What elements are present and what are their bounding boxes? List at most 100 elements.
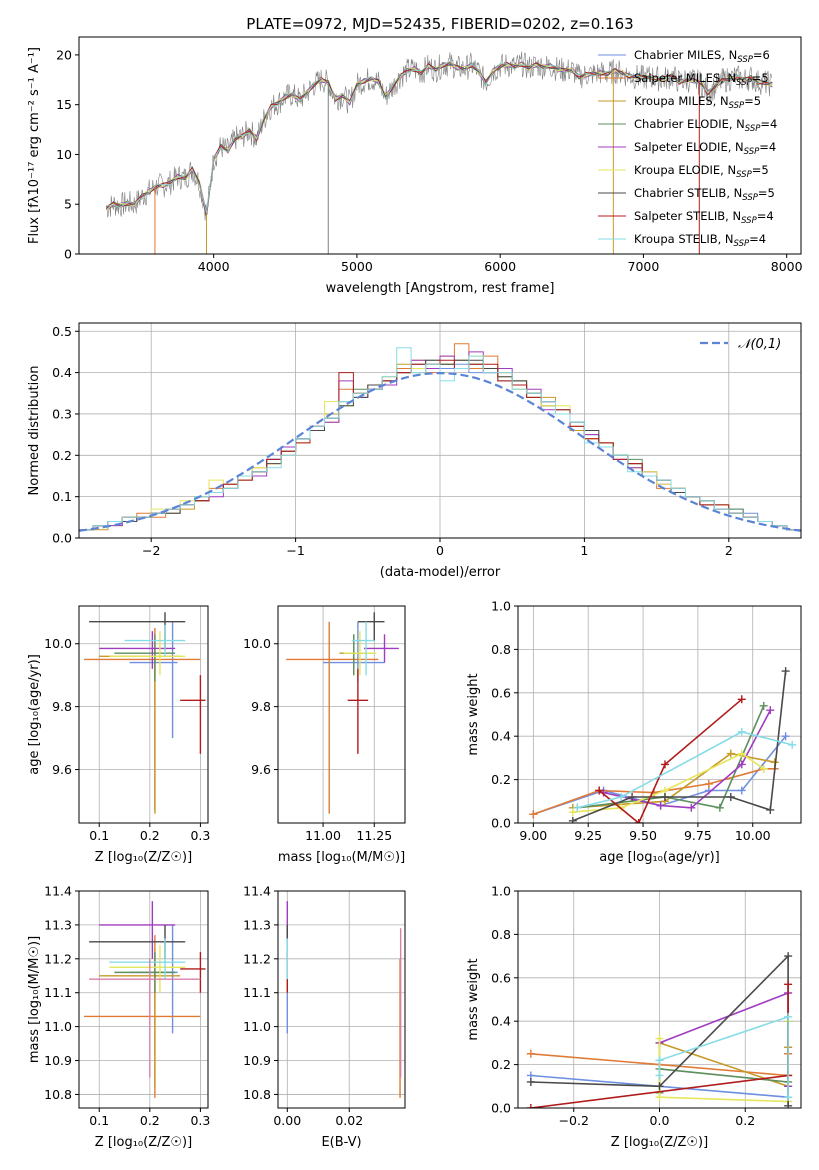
y-tick-label: 11.0 bbox=[44, 1019, 72, 1034]
x-tick-label: −2 bbox=[142, 543, 160, 558]
x-tick-label: 9.75 bbox=[684, 828, 712, 843]
legend-label-part: Chabrier STELIB, N bbox=[634, 186, 742, 200]
y-tick-label: 10.9 bbox=[243, 1053, 271, 1068]
legend-label: Chabrier ELODIE, NSSP=4 bbox=[634, 117, 777, 134]
x-tick-label: 0.1 bbox=[89, 1113, 109, 1128]
x-tick-label: 0.2 bbox=[140, 1113, 160, 1128]
chart-title: PLATE=0972, MJD=52435, FIBERID=0202, z=0… bbox=[246, 15, 633, 33]
legend-label: 𝒩(0,1) bbox=[738, 337, 781, 352]
y-tick-label: 10.9 bbox=[44, 1053, 72, 1068]
y-tick-label: 5 bbox=[64, 197, 72, 212]
legend-label-sub: SSP bbox=[736, 170, 752, 180]
y-tick-label: 11.3 bbox=[243, 917, 271, 932]
weight-marker bbox=[726, 749, 735, 758]
legend-label-part: Salpeter STELIB, N bbox=[634, 209, 741, 223]
legend-label-part: =4 bbox=[759, 140, 776, 154]
y-tick-label: 0.2 bbox=[491, 1057, 511, 1072]
legend-label-part: Kroupa MILES, N bbox=[634, 94, 729, 108]
legend-label: Kroupa ELODIE, NSSP=5 bbox=[634, 163, 769, 180]
weight-marker bbox=[526, 1077, 535, 1086]
legend-label-part: =5 bbox=[744, 94, 761, 108]
axes-frame bbox=[277, 890, 406, 1109]
x-tick-label: −1 bbox=[286, 543, 304, 558]
legend: 𝒩(0,1) bbox=[700, 337, 781, 352]
panel-residual_hist: 𝒩(0,1) −2 −1 0 1 2 0.0 0.1 0.2 0.3 0.4 0.5 (data-mod… bbox=[27, 322, 802, 580]
x-tick-label: 9.50 bbox=[629, 828, 657, 843]
axes-frame bbox=[78, 890, 209, 1109]
legend-label-sub: SSP bbox=[737, 55, 753, 65]
weight-marker bbox=[759, 701, 768, 710]
weight-marker bbox=[704, 779, 713, 788]
weight-marker bbox=[660, 760, 669, 769]
weight-marker bbox=[766, 805, 775, 814]
error-bar-point bbox=[99, 901, 176, 959]
y-tick-label: 0.4 bbox=[52, 365, 72, 380]
x-tick-label: 0.1 bbox=[89, 828, 109, 843]
y-tick-label: 11.2 bbox=[44, 951, 72, 966]
panel-mass_vs_Z: 0.1 0.2 0.3 10.8 10.9 11.0 11.1 11.2 11.3 11.4 Z [… bbox=[27, 884, 210, 1151]
x-tick-label: 6000 bbox=[484, 259, 516, 274]
x-tick-label: 9.25 bbox=[574, 828, 602, 843]
plot-area bbox=[278, 606, 405, 823]
legend-label-sub: SSP bbox=[734, 239, 750, 249]
y-tick-label: 10.0 bbox=[44, 636, 72, 651]
x-axis-label: Z [log₁₀(Z/Z☉)] bbox=[95, 850, 192, 865]
y-tick-label: 11.1 bbox=[44, 985, 72, 1000]
legend-label: Chabrier STELIB, NSSP=5 bbox=[634, 186, 775, 203]
error-bar-point bbox=[347, 668, 369, 754]
y-tick-label: 10 bbox=[56, 147, 72, 162]
weight-marker bbox=[655, 1093, 664, 1102]
weight-marker bbox=[737, 749, 746, 758]
weight-line bbox=[572, 671, 787, 822]
x-tick-label: 11.00 bbox=[305, 828, 341, 843]
y-tick-label: 0.0 bbox=[491, 816, 511, 831]
x-tick-label: 0.0 bbox=[650, 1113, 670, 1128]
weight-line bbox=[572, 752, 775, 809]
error-bar-point bbox=[180, 952, 206, 993]
y-tick-label: 0.4 bbox=[491, 729, 511, 744]
legend-label-part: Chabrier ELODIE, N bbox=[634, 117, 745, 131]
x-tick-label: 11.25 bbox=[356, 828, 392, 843]
x-tick-label: 2 bbox=[725, 543, 733, 558]
y-tick-label: 9.6 bbox=[251, 762, 271, 777]
plot-area bbox=[79, 606, 208, 823]
y-tick-label: 0.4 bbox=[491, 1014, 511, 1029]
y-tick-label: 11.4 bbox=[243, 884, 271, 899]
x-tick-label: 0.2 bbox=[140, 828, 160, 843]
y-axis-label: mass [log₁₀(M/M☉)] bbox=[27, 936, 42, 1063]
weight-marker bbox=[628, 792, 637, 801]
y-tick-label: 11.3 bbox=[44, 917, 72, 932]
y-tick-label: 9.8 bbox=[251, 699, 271, 714]
y-tick-label: 1.0 bbox=[491, 599, 511, 614]
y-tick-label: 11.2 bbox=[243, 951, 271, 966]
error-bar-point bbox=[114, 952, 176, 993]
y-axis-label: age [log₁₀(age/yr)] bbox=[27, 654, 42, 775]
error-bar-point bbox=[124, 624, 186, 657]
error-bar-point bbox=[99, 637, 181, 814]
error-bar-point bbox=[357, 612, 385, 641]
error-bar-point bbox=[109, 938, 186, 980]
error-bar-point bbox=[89, 924, 186, 959]
y-tick-label: 0.8 bbox=[491, 927, 511, 942]
x-axis-label: mass [log₁₀(M/M☉)] bbox=[278, 850, 405, 865]
plot-area bbox=[79, 891, 208, 1108]
weight-marker bbox=[784, 1012, 793, 1021]
y-tick-label: 0.0 bbox=[52, 531, 72, 546]
y-tick-label: 0.5 bbox=[52, 324, 72, 339]
weight-marker bbox=[655, 1056, 664, 1065]
legend-label-part: =4 bbox=[757, 209, 774, 223]
legend-label-sub: SSP bbox=[736, 78, 752, 88]
legend-label: Salpeter ELODIE, NSSP=4 bbox=[634, 140, 776, 157]
legend-label-part: =5 bbox=[752, 163, 769, 177]
y-tick-label: 0.0 bbox=[491, 1101, 511, 1116]
weight-marker bbox=[737, 760, 746, 769]
y-tick-label: 0.8 bbox=[491, 642, 511, 657]
plot-area bbox=[518, 606, 801, 823]
weight-marker bbox=[526, 1104, 535, 1108]
weight-marker bbox=[655, 1034, 664, 1043]
weight-marker bbox=[529, 810, 538, 819]
y-tick-label: 11.4 bbox=[44, 884, 72, 899]
legend-label: Chabrier MILES, NSSP=6 bbox=[634, 48, 770, 65]
weight-line bbox=[658, 1015, 789, 1098]
